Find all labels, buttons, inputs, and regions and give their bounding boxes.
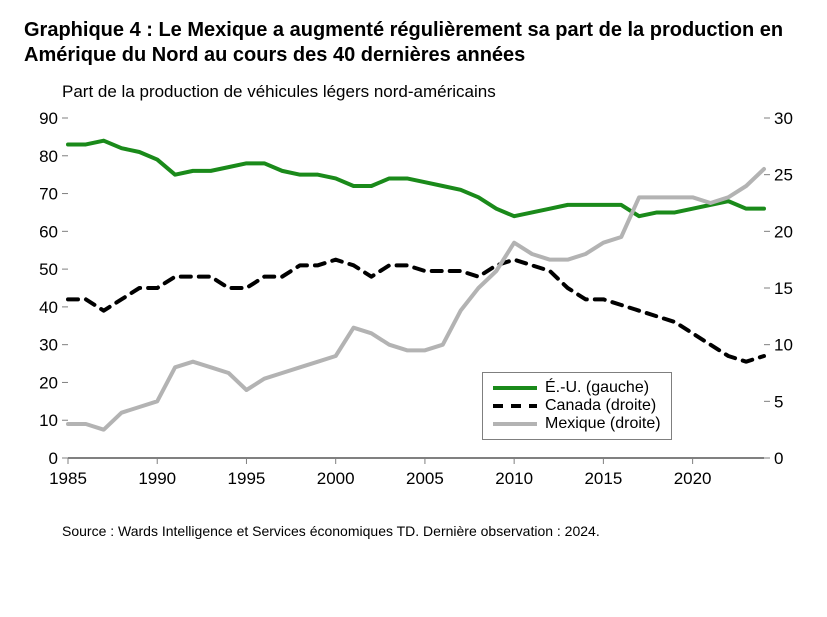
legend-label-us: É.-U. (gauche) xyxy=(545,379,649,397)
x-axis-tick: 2010 xyxy=(495,469,533,488)
legend-row-canada: Canada (droite) xyxy=(493,397,661,415)
left-axis-tick: 90 xyxy=(39,110,58,128)
legend-row-us: É.-U. (gauche) xyxy=(493,379,661,397)
chart-subtitle: Part de la production de véhicules léger… xyxy=(62,82,803,102)
x-axis-tick: 1985 xyxy=(49,469,87,488)
legend-row-mexico: Mexique (droite) xyxy=(493,415,661,433)
legend-swatch-us xyxy=(493,381,537,395)
legend: É.-U. (gauche)Canada (droite)Mexique (dr… xyxy=(482,372,672,440)
series-canada xyxy=(68,260,764,362)
right-axis-tick: 10 xyxy=(774,336,793,355)
x-axis-tick: 1995 xyxy=(228,469,266,488)
series-us xyxy=(68,141,764,217)
x-axis-tick: 2005 xyxy=(406,469,444,488)
left-axis-tick: 60 xyxy=(39,222,58,241)
left-axis-tick: 70 xyxy=(39,185,58,204)
left-axis-tick: 80 xyxy=(39,147,58,166)
legend-label-canada: Canada (droite) xyxy=(545,397,656,415)
x-axis-tick: 2020 xyxy=(674,469,712,488)
left-axis-tick: 10 xyxy=(39,411,58,430)
left-axis-tick: 0 xyxy=(49,449,58,468)
left-axis-tick: 20 xyxy=(39,373,58,392)
chart-svg: 0 10 20 30 40 50 60 70 80 90 0 5 10 15 20 25 30 1985 1990 1… xyxy=(24,110,804,505)
chart-area: 0 10 20 30 40 50 60 70 80 90 0 5 10 15 20 25 30 1985 1990 1… xyxy=(24,110,804,505)
right-axis-tick: 20 xyxy=(774,222,793,241)
left-axis-tick: 30 xyxy=(39,336,58,355)
legend-label-mexico: Mexique (droite) xyxy=(545,415,661,433)
right-axis-tick: 30 xyxy=(774,110,793,128)
right-axis-tick: 0 xyxy=(774,449,783,468)
chart-title: Graphique 4 : Le Mexique a augmenté régu… xyxy=(24,18,803,68)
right-axis-tick: 15 xyxy=(774,279,793,298)
left-axis-tick: 40 xyxy=(39,298,58,317)
right-axis-tick: 5 xyxy=(774,392,783,411)
legend-swatch-mexico xyxy=(493,417,537,431)
x-axis-tick: 2015 xyxy=(584,469,622,488)
right-axis-tick: 25 xyxy=(774,166,793,185)
legend-swatch-canada xyxy=(493,399,537,413)
left-axis-tick: 50 xyxy=(39,260,58,279)
x-axis-tick: 2000 xyxy=(317,469,355,488)
chart-source: Source : Wards Intelligence et Services … xyxy=(62,523,803,539)
x-axis-tick: 1990 xyxy=(138,469,176,488)
